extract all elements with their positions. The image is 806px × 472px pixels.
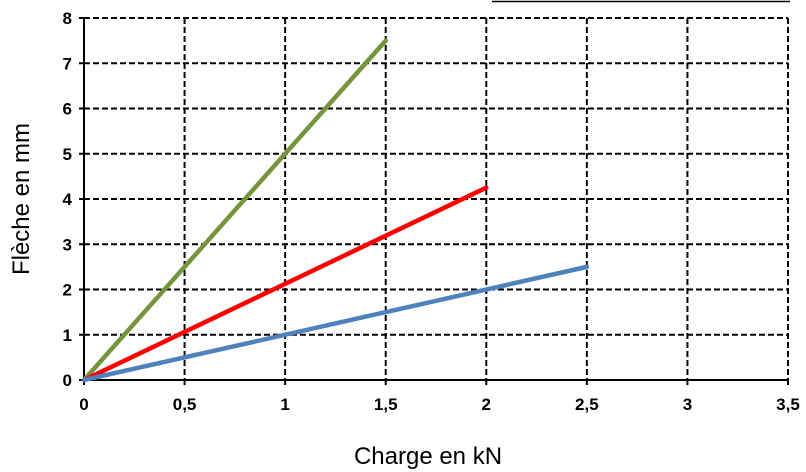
grid	[84, 17, 789, 380]
y-tick-label: 2	[63, 281, 72, 300]
x-tick-label: 2	[482, 395, 491, 414]
y-tick-labels: 0 1 2 3 4 5 6 7 8	[63, 9, 73, 390]
y-tick-label: 8	[63, 9, 72, 28]
x-tick-labels: 0 0,5 1 1,5 2 2,5 3 3,5	[79, 395, 800, 414]
x-tick-label: 3,5	[776, 395, 800, 414]
x-tick-label: 2,5	[575, 395, 599, 414]
y-tick-label: 0	[63, 371, 72, 390]
series-line-3	[81, 264, 590, 383]
series-layer	[81, 38, 590, 383]
x-axis-title: Charge en kN	[354, 443, 502, 470]
x-tick-label: 1,5	[374, 395, 398, 414]
y-tick-label: 5	[63, 145, 72, 164]
series-line-1	[81, 38, 388, 383]
series-line-2	[81, 185, 489, 383]
x-tick-label: 1	[280, 395, 289, 414]
y-tick-label: 6	[63, 100, 72, 119]
y-tick-label: 3	[63, 235, 72, 254]
x-tick-label: 0,5	[173, 395, 197, 414]
y-tick-label: 1	[63, 326, 72, 345]
x-tick-label: 0	[79, 395, 88, 414]
y-tick-label: 4	[63, 190, 73, 209]
axes	[79, 17, 789, 385]
y-tick-label: 7	[63, 54, 72, 73]
x-tick-label: 3	[683, 395, 692, 414]
y-axis-title: Flèche en mm	[8, 123, 35, 275]
